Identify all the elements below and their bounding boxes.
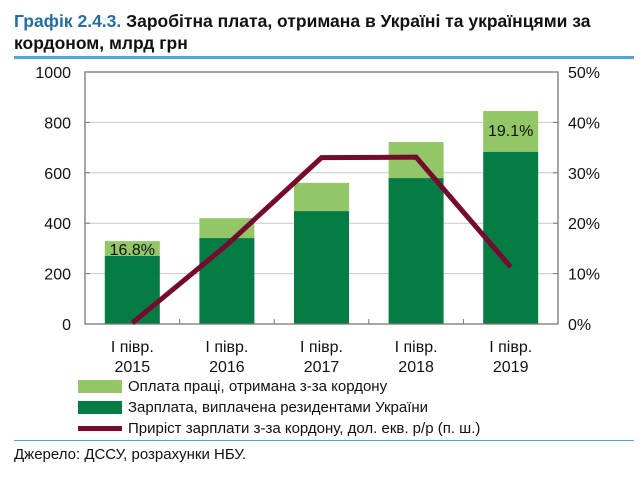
y-tick-label: 800: [44, 115, 71, 132]
bar-abroad: [483, 111, 539, 152]
plot-frame: [84, 71, 559, 325]
bottom-rule: [14, 440, 634, 441]
chart-title-text: Заробітна плата, отримана в Україні та у…: [14, 11, 591, 53]
bar-domestic: [388, 178, 444, 324]
legend-swatch: [78, 426, 122, 431]
data-label: 19.1%: [488, 123, 533, 140]
y2-tick-label: 0%: [568, 317, 591, 334]
y2-tick-label: 50%: [568, 65, 600, 82]
legend-item-growth: Приріст зарплати з-за кордону, дол. екв.…: [78, 420, 480, 437]
x-tick-label: І півр.: [111, 339, 154, 356]
bar-domestic: [104, 255, 160, 324]
y-tick-label: 400: [44, 216, 71, 233]
x-tick-label: 2018: [398, 359, 434, 376]
bar-abroad: [294, 182, 349, 212]
x-tick-label: 2015: [115, 359, 151, 376]
data-label: 16.8%: [110, 242, 155, 259]
x-tick-label: І півр.: [205, 339, 248, 356]
legend-item-domestic: Зарплата, виплачена резидентами України: [78, 399, 428, 416]
legend-label: Зарплата, виплачена резидентами України: [128, 399, 429, 416]
growth-line: [130, 154, 513, 325]
y2-tick-label: 10%: [568, 267, 600, 284]
bar-domestic: [483, 151, 539, 324]
y-tick-label: 200: [44, 267, 71, 284]
title-rule: [14, 56, 634, 59]
legend-swatch: [78, 401, 122, 414]
x-tick-label: І півр.: [395, 339, 438, 356]
y-tick-label: 0: [62, 317, 71, 334]
chart-number: Графік 2.4.3.: [14, 11, 122, 31]
y-tick-label: 600: [44, 166, 71, 183]
y2-tick-label: 20%: [568, 216, 600, 233]
legend-item-abroad: Оплата праці, отримана з-за кордону: [78, 378, 387, 395]
y2-tick-label: 40%: [568, 115, 600, 132]
bar-domestic: [199, 238, 255, 324]
legend-label: Приріст зарплати з-за кордону, дол. екв.…: [128, 420, 481, 437]
source-note: Джерело: ДССУ, розрахунки НБУ.: [14, 446, 247, 463]
x-tick-label: І півр.: [300, 339, 343, 356]
chart: 0 0% 200 10% 400 20% 600 30% 800 40% 1000 50% І півр…: [35, 65, 600, 376]
x-tick-label: 2017: [304, 359, 340, 376]
x-tick-label: 2016: [209, 359, 245, 376]
x-tick-label: 2019: [493, 359, 529, 376]
legend-label: Оплата праці, отримана з-за кордону: [128, 378, 388, 395]
chart-title: Графік 2.4.3. Заробітна плата, отримана …: [14, 10, 634, 54]
y-tick-label: 1000: [35, 65, 71, 82]
y2-tick-label: 30%: [568, 166, 600, 183]
x-tick-label: І півр.: [489, 339, 532, 356]
bar-domestic: [294, 211, 349, 324]
legend-swatch: [78, 380, 122, 393]
bar-abroad: [104, 241, 160, 256]
